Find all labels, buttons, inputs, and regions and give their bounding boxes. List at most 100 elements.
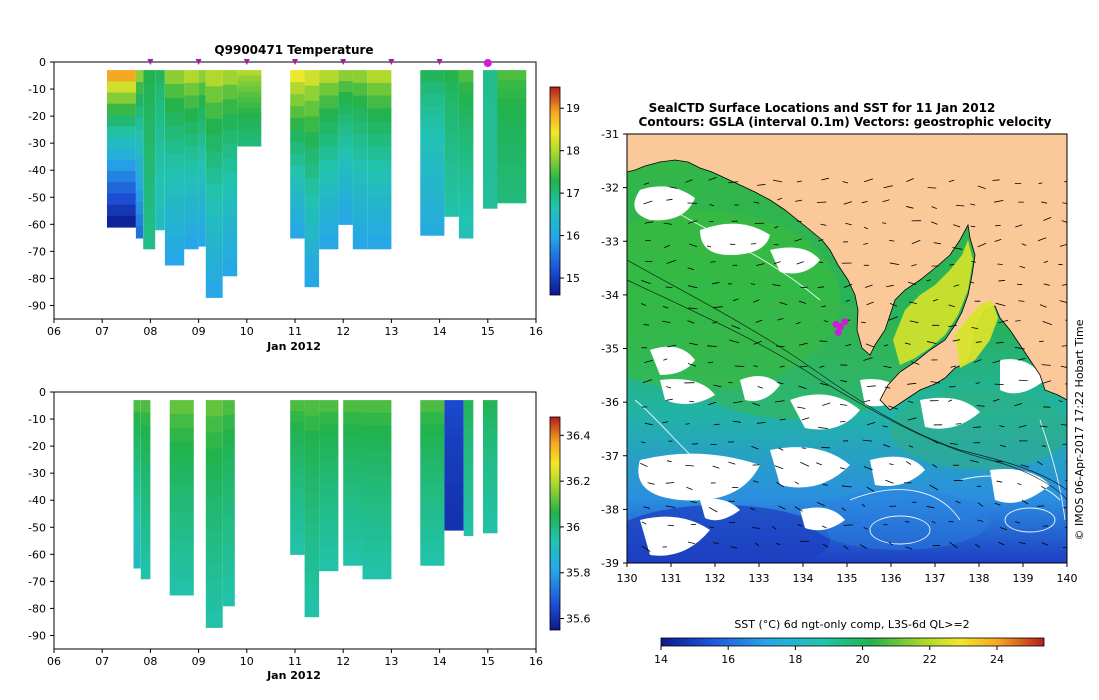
profile-cell xyxy=(140,451,151,465)
velocity-vector xyxy=(994,200,1004,203)
profile-cell xyxy=(463,409,474,421)
velocity-vector xyxy=(842,181,849,184)
velocity-vector xyxy=(1061,220,1067,223)
profile-cell xyxy=(319,436,339,450)
profile-cell xyxy=(205,400,223,417)
profile-cell xyxy=(133,436,141,449)
velocity-vector xyxy=(731,324,741,330)
profile-cell xyxy=(184,172,199,186)
velocity-vector xyxy=(709,526,715,529)
profile-cell xyxy=(497,117,527,128)
velocity-vector xyxy=(931,521,936,524)
profile-cell xyxy=(497,145,527,156)
velocity-vector xyxy=(888,316,898,321)
profile-cell xyxy=(444,195,459,207)
velocity-vector xyxy=(975,341,982,343)
profile-cell xyxy=(237,113,262,120)
velocity-vector xyxy=(1019,265,1026,269)
velocity-vector xyxy=(977,242,987,248)
velocity-vector xyxy=(955,204,965,207)
profile-cell xyxy=(352,133,368,148)
profile-cell xyxy=(155,115,165,128)
profile-cell xyxy=(184,197,199,211)
profile-cell xyxy=(463,496,474,507)
profile-cell xyxy=(205,248,223,266)
x-tick-label: 08 xyxy=(143,655,157,668)
profile-cell xyxy=(205,102,223,120)
profile-cell xyxy=(222,187,238,203)
velocity-vector xyxy=(794,506,803,512)
profile-cell xyxy=(237,124,262,131)
x-tick-label: 16 xyxy=(529,655,543,668)
velocity-vector xyxy=(754,542,760,546)
profile-cell xyxy=(205,167,223,185)
profile-cell xyxy=(304,415,320,432)
velocity-vector xyxy=(729,339,740,344)
profile-cell xyxy=(222,444,235,460)
profile-cell xyxy=(198,183,206,197)
profile-cell xyxy=(140,476,151,490)
velocity-vector xyxy=(663,358,668,361)
profile-cell xyxy=(290,510,305,522)
profile-cell xyxy=(338,180,353,192)
velocity-vector xyxy=(1041,364,1051,366)
profile-12 xyxy=(319,70,339,250)
velocity-vector xyxy=(907,281,917,285)
velocity-vector xyxy=(1043,260,1049,264)
velocity-vector xyxy=(952,247,963,250)
profile-cell xyxy=(458,130,474,143)
velocity-vector xyxy=(640,303,646,306)
profile-cell xyxy=(343,553,363,566)
velocity-vector xyxy=(640,462,648,468)
profile-cell xyxy=(205,216,223,233)
profile-cell xyxy=(133,496,141,509)
velocity-vector xyxy=(665,505,676,508)
velocity-vector xyxy=(949,442,958,445)
profile-cell xyxy=(458,142,474,155)
velocity-vector xyxy=(667,344,677,348)
velocity-vector xyxy=(772,179,783,183)
profile-cell xyxy=(133,424,141,437)
velocity-vector xyxy=(955,423,962,425)
profile-cell xyxy=(205,264,223,282)
velocity-vector xyxy=(1041,542,1049,546)
velocity-vector xyxy=(861,503,866,508)
velocity-vector xyxy=(821,305,827,308)
velocity-vector xyxy=(751,527,761,529)
profile-cell xyxy=(164,181,185,196)
profile-13 xyxy=(483,400,498,534)
profile-cell xyxy=(184,133,199,148)
profile-cell xyxy=(319,558,339,572)
velocity-vector xyxy=(749,507,756,511)
profile-cell xyxy=(352,197,368,211)
profile-cell xyxy=(143,210,156,224)
profile-cell xyxy=(319,235,339,250)
velocity-vector xyxy=(861,201,868,204)
profile-cell xyxy=(420,176,445,189)
profile-cell xyxy=(420,211,445,224)
profile-6 xyxy=(304,400,320,618)
profile-cell xyxy=(135,94,144,107)
profile-cell xyxy=(169,483,194,499)
velocity-vector xyxy=(926,279,931,282)
velocity-vector xyxy=(883,344,889,347)
velocity-vector xyxy=(931,206,937,209)
velocity-vector xyxy=(995,341,1004,344)
temperature-section-plot: Q9900471 Temperature 06 07 08 09 10 11 12 13 14 1… xyxy=(28,43,580,353)
velocity-vector xyxy=(863,527,868,530)
surface-marker xyxy=(243,59,250,65)
velocity-vector xyxy=(817,286,825,288)
velocity-vector xyxy=(708,176,717,181)
profile-cell xyxy=(205,281,223,298)
profile-cell xyxy=(290,433,305,445)
profile-cell xyxy=(222,70,238,86)
velocity-vector xyxy=(822,543,829,548)
profile-cell xyxy=(463,429,474,440)
profile-cell xyxy=(458,82,474,95)
colorbar-tick-label: 19 xyxy=(566,102,580,115)
x-tick-label: 07 xyxy=(95,325,109,338)
profile-cell xyxy=(444,205,459,217)
profile-cell xyxy=(155,206,165,219)
profile-cell xyxy=(107,148,136,161)
